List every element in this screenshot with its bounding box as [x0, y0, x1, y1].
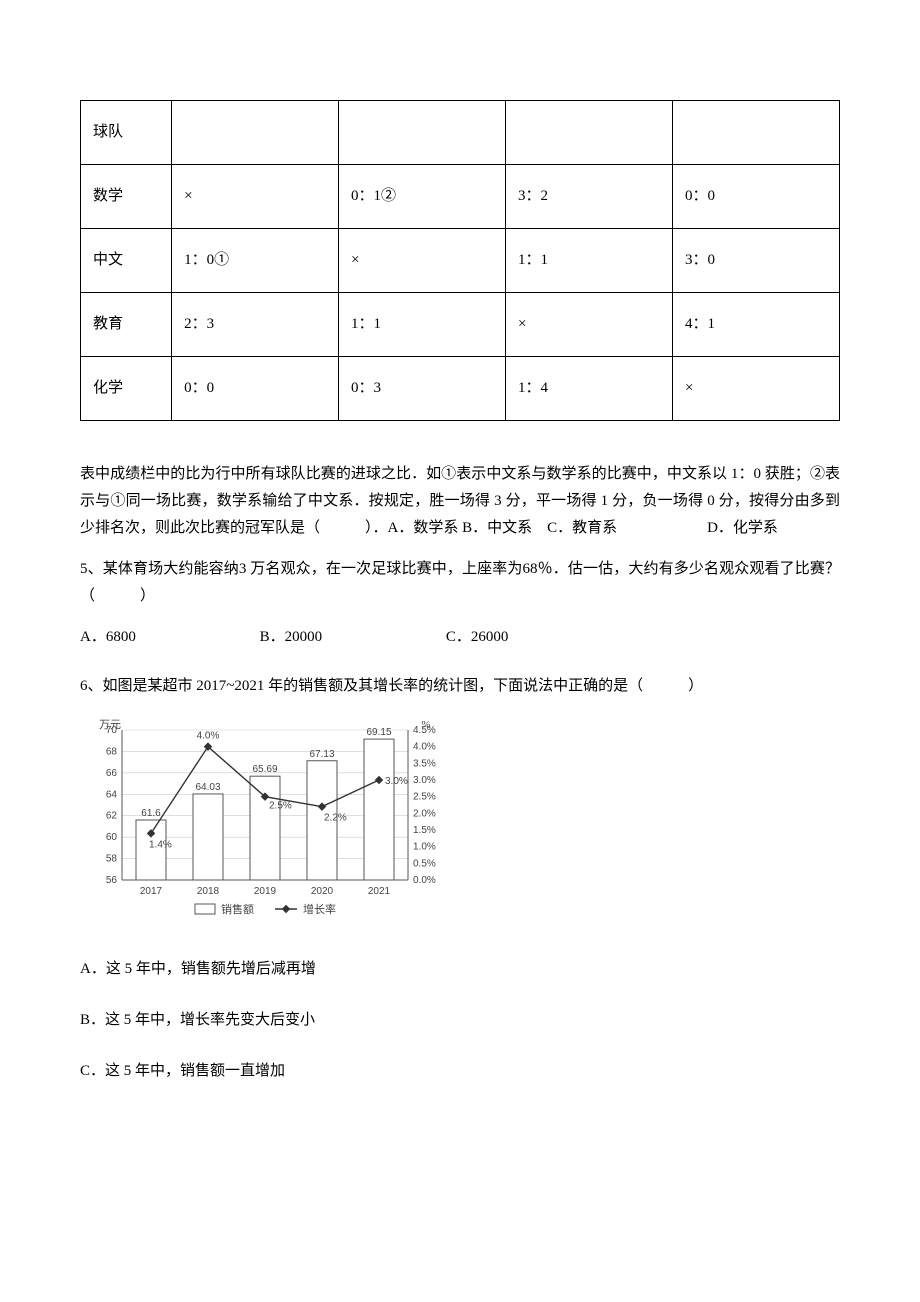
svg-text:销售额: 销售额 — [221, 902, 254, 916]
svg-text:2.0%: 2.0% — [413, 808, 436, 819]
cell: × — [172, 165, 339, 229]
svg-text:62: 62 — [106, 811, 118, 822]
svg-text:2017: 2017 — [140, 886, 163, 897]
svg-text:2021: 2021 — [368, 886, 391, 897]
svg-text:2.2%: 2.2% — [324, 813, 347, 824]
svg-text:68: 68 — [106, 746, 118, 757]
score-table: 球队 数学 × 0：1② 3：2 0：0 中文 1：0① × 1：1 3：0 教… — [80, 100, 840, 421]
cell: 数学 — [81, 165, 172, 229]
svg-text:0.0%: 0.0% — [413, 875, 436, 886]
svg-text:2020: 2020 — [311, 886, 334, 897]
table-row: 球队 — [81, 101, 840, 165]
svg-text:1.4%: 1.4% — [149, 839, 172, 850]
svg-text:万元: 万元 — [99, 719, 121, 731]
chart-svg: 56586062646668700.0%0.5%1.0%1.5%2.0%2.5%… — [80, 718, 460, 928]
svg-text:64.03: 64.03 — [195, 782, 220, 793]
svg-text:4.0%: 4.0% — [413, 742, 436, 753]
svg-text:64: 64 — [106, 789, 118, 800]
cell: 教育 — [81, 293, 172, 357]
cell: × — [506, 293, 673, 357]
svg-text:4.0%: 4.0% — [197, 731, 220, 742]
table-row: 化学 0：0 0：3 1：4 × — [81, 357, 840, 421]
q6-stem: 6、如图是某超市 2017~2021 年的销售额及其增长率的统计图，下面说法中正… — [80, 673, 840, 700]
table-row: 中文 1：0① × 1：1 3：0 — [81, 229, 840, 293]
cell: 化学 — [81, 357, 172, 421]
svg-text:69.15: 69.15 — [366, 727, 391, 738]
svg-text:2.5%: 2.5% — [269, 801, 292, 812]
cell: 1：4 — [506, 357, 673, 421]
q5-option-c: C．26000 — [446, 624, 509, 651]
cell: × — [672, 357, 839, 421]
cell: 1：1 — [506, 229, 673, 293]
cell: 0：1② — [339, 165, 506, 229]
cell: × — [339, 229, 506, 293]
q5-options: A．6800 B．20000 C．26000 — [80, 624, 840, 651]
svg-text:增长率: 增长率 — [303, 902, 336, 916]
q6-option-c: C．这 5 年中，销售额一直增加 — [80, 1058, 840, 1085]
cell: 0：0 — [172, 357, 339, 421]
cell: 2：3 — [172, 293, 339, 357]
q5-stem: 5、某体育场大约能容纳3 万名观众，在一次足球比赛中，上座率为68％．估一估，大… — [80, 556, 840, 610]
svg-text:3.0%: 3.0% — [385, 776, 408, 787]
svg-text:65.69: 65.69 — [252, 764, 277, 775]
q5-option-b: B．20000 — [260, 624, 323, 651]
svg-text:2018: 2018 — [197, 886, 220, 897]
q6-option-b: B．这 5 年中，增长率先变大后变小 — [80, 1007, 840, 1034]
svg-text:1.5%: 1.5% — [413, 825, 436, 836]
sales-chart: 56586062646668700.0%0.5%1.0%1.5%2.0%2.5%… — [80, 718, 460, 928]
cell: 0：0 — [672, 165, 839, 229]
cell: 1：0① — [172, 229, 339, 293]
svg-text:67.13: 67.13 — [309, 749, 334, 760]
cell: 中文 — [81, 229, 172, 293]
cell — [339, 101, 506, 165]
svg-text:58: 58 — [106, 854, 118, 865]
svg-text:%: % — [421, 719, 430, 731]
cell — [172, 101, 339, 165]
svg-text:56: 56 — [106, 875, 118, 886]
cell: 3：0 — [672, 229, 839, 293]
cell — [506, 101, 673, 165]
svg-text:3.0%: 3.0% — [413, 775, 436, 786]
q4-explanation: 表中成绩栏中的比为行中所有球队比赛的进球之比．如①表示中文系与数学系的比赛中，中… — [80, 461, 840, 542]
table-row: 数学 × 0：1② 3：2 0：0 — [81, 165, 840, 229]
svg-text:3.5%: 3.5% — [413, 758, 436, 769]
q6-option-a: A．这 5 年中，销售额先增后减再增 — [80, 956, 840, 983]
svg-text:60: 60 — [106, 832, 118, 843]
svg-text:61.6: 61.6 — [141, 808, 161, 819]
svg-text:2019: 2019 — [254, 886, 277, 897]
svg-text:66: 66 — [106, 768, 118, 779]
cell: 4：1 — [672, 293, 839, 357]
svg-text:1.0%: 1.0% — [413, 842, 436, 853]
cell: 3：2 — [506, 165, 673, 229]
q5-option-a: A．6800 — [80, 624, 136, 651]
table-row: 教育 2：3 1：1 × 4：1 — [81, 293, 840, 357]
svg-text:2.5%: 2.5% — [413, 792, 436, 803]
cell: 1：1 — [339, 293, 506, 357]
cell: 0：3 — [339, 357, 506, 421]
cell — [672, 101, 839, 165]
cell: 球队 — [81, 101, 172, 165]
svg-text:0.5%: 0.5% — [413, 858, 436, 869]
